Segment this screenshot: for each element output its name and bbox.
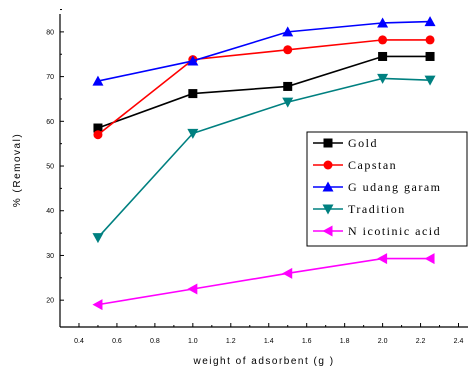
plot-area: 0.4 0.6 0.8 1.0 1.2 1.4 1.6 1.8 2.0 2.2 2.4 20 30 40… [46, 9, 468, 345]
legend-item: Gold [313, 136, 378, 150]
y-axis-title: % (Removal) [12, 133, 23, 207]
data-point [424, 253, 435, 265]
legend-marker [322, 204, 334, 215]
data-point [282, 97, 294, 108]
x-axis-title: weight of adsorbent (g ) [192, 356, 334, 367]
data-point [425, 35, 435, 45]
data-point [92, 299, 103, 311]
data-point [282, 267, 293, 279]
x-tick-label: 1.8 [340, 338, 350, 345]
x-tick-label: 0.4 [74, 338, 84, 345]
y-tick-label: 40 [46, 208, 54, 215]
x-tick-label: 2.2 [416, 338, 426, 345]
legend-marker [322, 181, 334, 192]
data-point [282, 26, 294, 37]
data-point [377, 17, 389, 28]
data-point [283, 81, 293, 91]
y-tick-label: 20 [46, 298, 54, 305]
x-tick-label: 1.0 [188, 338, 198, 345]
series-1 [93, 35, 435, 140]
series-line [97, 257, 431, 306]
data-point [283, 45, 293, 55]
legend-box [306, 131, 468, 247]
series-3 [92, 73, 436, 244]
data-point [93, 123, 103, 133]
x-tick-label: 2.4 [454, 338, 464, 345]
y-tick-label: 80 [46, 29, 54, 36]
data-point [187, 55, 199, 66]
legend-marker [323, 160, 333, 170]
data-point [378, 35, 388, 45]
data-point [377, 73, 389, 84]
legend-label: N icotinic acid [348, 224, 441, 238]
series-2 [92, 16, 436, 86]
data-point [424, 75, 436, 86]
legend-items: Gold Capstan G udang garam Tradition N icoti… [313, 136, 441, 238]
data-point [378, 51, 388, 61]
x-tick-label: 0.6 [112, 338, 122, 345]
data-point [92, 75, 104, 86]
data-point [424, 16, 436, 27]
legend-label: Capstan [348, 158, 397, 172]
legend-item: Capstan [313, 158, 397, 172]
y-tick-label: 50 [46, 164, 54, 171]
x-tick-group: 0.4 0.6 0.8 1.0 1.2 1.4 1.6 1.8 2.0 2.2 2.4 [74, 323, 463, 345]
series-line [97, 20, 431, 82]
y-tick-label: 70 [46, 74, 54, 81]
data-point [187, 128, 199, 139]
legend-label: G udang garam [348, 180, 441, 194]
legend-marker [322, 225, 333, 237]
x-tick-label: 1.6 [302, 338, 312, 345]
data-point [377, 253, 388, 265]
data-point [93, 130, 103, 140]
legend-label: Gold [348, 136, 378, 150]
x-tick-label: 1.2 [226, 338, 236, 345]
series-group [92, 16, 436, 311]
data-point [92, 233, 104, 244]
y-tick-label: 60 [46, 119, 54, 126]
y-tick-group: 20 30 40 50 60 70 80 [46, 9, 64, 305]
legend-item: G udang garam [313, 180, 441, 194]
x-tick-label: 1.4 [264, 338, 274, 345]
legend-item: Tradition [313, 202, 406, 216]
data-point [187, 283, 198, 295]
data-point [425, 51, 435, 61]
x-tick-label: 2.0 [378, 338, 388, 345]
x-tick-label: 0.8 [150, 338, 160, 345]
series-line [97, 55, 431, 129]
y-tick-label: 30 [46, 253, 54, 260]
legend-label: Tradition [348, 202, 406, 216]
legend-item: N icotinic acid [313, 224, 441, 238]
data-point [188, 89, 198, 99]
series-0 [93, 51, 435, 133]
legend-marker [323, 138, 333, 148]
legend: Gold Capstan G udang garam Tradition N icoti… [306, 131, 468, 247]
series-4 [92, 253, 435, 311]
